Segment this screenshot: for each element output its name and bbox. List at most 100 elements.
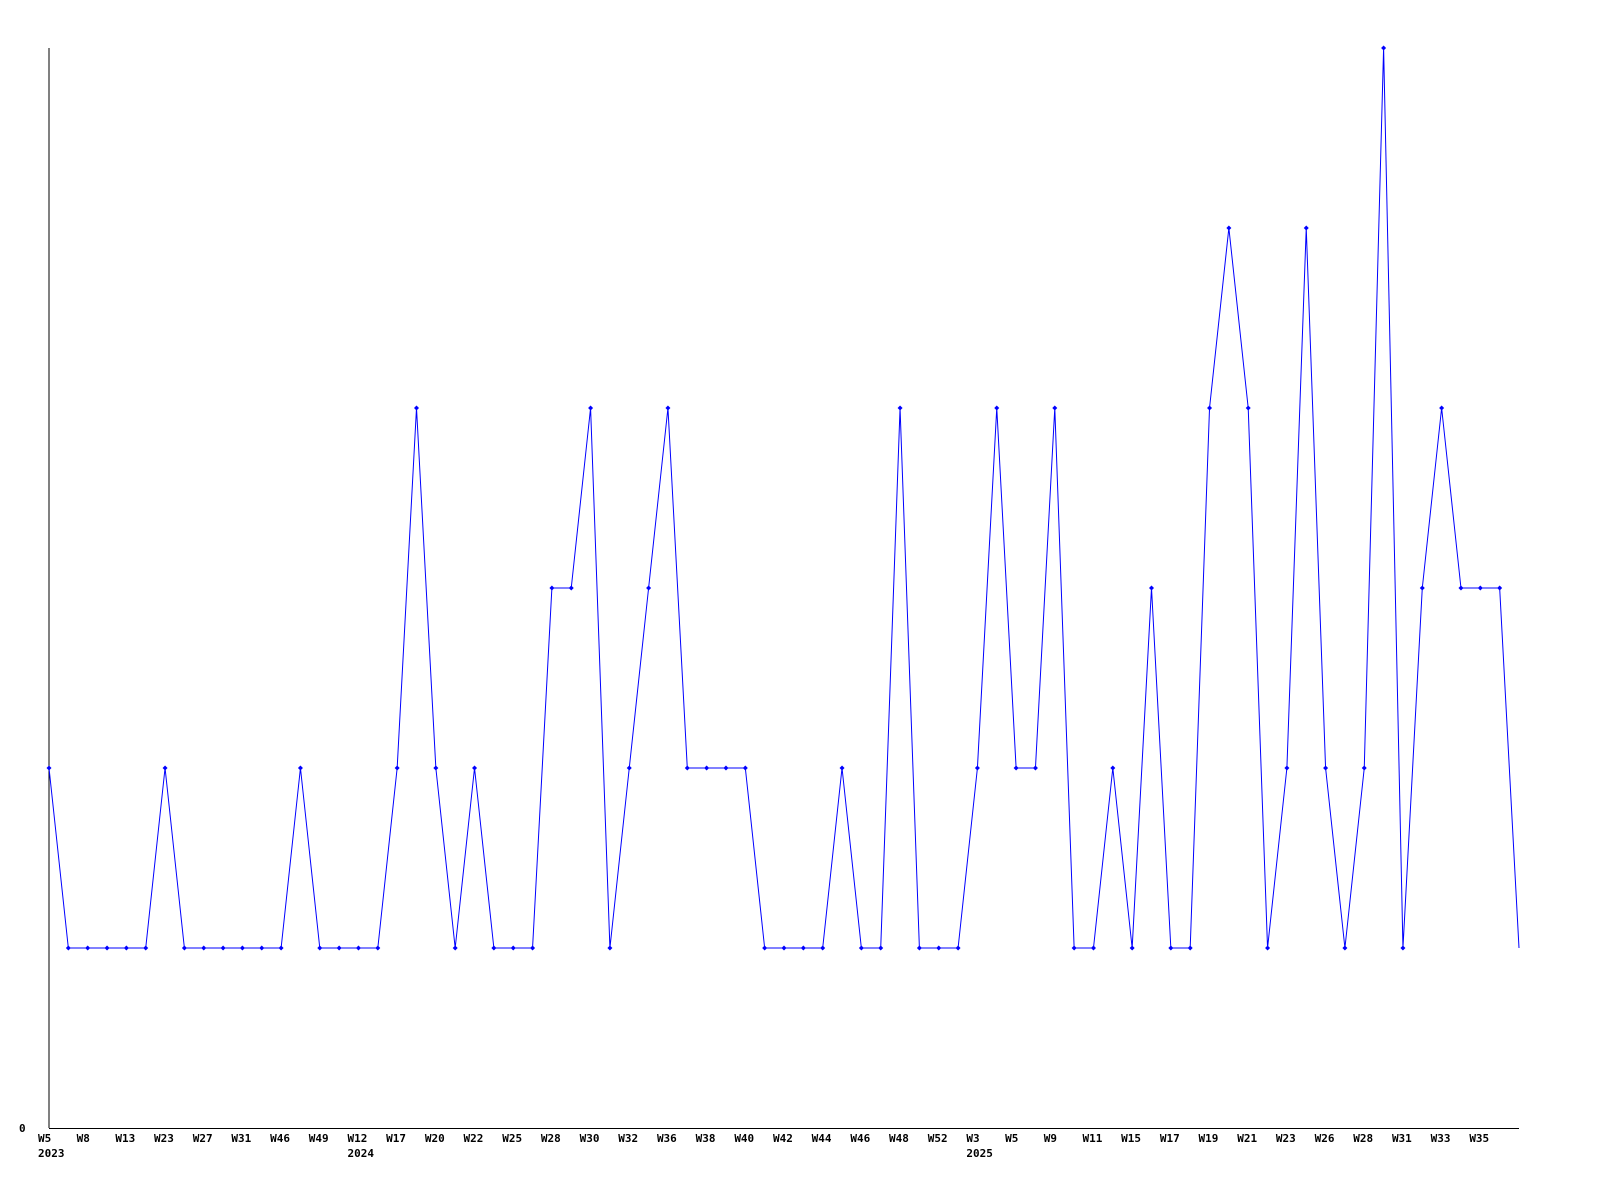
data-point	[626, 765, 632, 771]
x-tick-label: W20	[425, 1132, 445, 1145]
data-point	[839, 765, 845, 771]
x-tick-label: W27	[193, 1132, 213, 1145]
data-point	[239, 945, 245, 951]
data-point	[723, 765, 729, 771]
x-tick-label: W52	[928, 1132, 948, 1145]
data-point	[1032, 765, 1038, 771]
data-point	[1400, 945, 1406, 951]
data-point	[1284, 765, 1290, 771]
x-tick-label: W30	[580, 1132, 600, 1145]
data-point	[897, 405, 903, 411]
data-point	[1342, 945, 1348, 951]
data-point	[878, 945, 884, 951]
data-point	[85, 945, 91, 951]
data-point	[181, 945, 187, 951]
x-tick-label: W21	[1237, 1132, 1257, 1145]
data-point	[1245, 405, 1251, 411]
data-point	[704, 765, 710, 771]
data-point	[375, 945, 381, 951]
data-point	[1226, 225, 1232, 231]
data-point	[549, 585, 555, 591]
data-point	[1361, 765, 1367, 771]
x-tick-label: W17	[386, 1132, 406, 1145]
data-point	[1013, 765, 1019, 771]
data-point	[433, 765, 439, 771]
year-label: 2023	[38, 1147, 65, 1160]
data-point	[742, 765, 748, 771]
x-tick-label: W44	[812, 1132, 832, 1145]
x-tick-label: W3	[966, 1132, 979, 1145]
x-tick-label: W25	[502, 1132, 522, 1145]
x-tick-label: W32	[618, 1132, 638, 1145]
x-tick-label: W22	[464, 1132, 484, 1145]
data-point	[1090, 945, 1096, 951]
data-point	[510, 945, 516, 951]
x-tick-label: W33	[1431, 1132, 1451, 1145]
data-point	[1439, 405, 1445, 411]
data-point	[355, 945, 361, 951]
data-point	[916, 945, 922, 951]
x-tick-label: W31	[1392, 1132, 1412, 1145]
x-tick-label: W23	[154, 1132, 174, 1145]
x-tick-label: W5	[38, 1132, 51, 1145]
data-point	[143, 945, 149, 951]
data-point	[936, 945, 942, 951]
x-tick-label: W12	[347, 1132, 367, 1145]
x-tick-label: W19	[1199, 1132, 1219, 1145]
data-point	[820, 945, 826, 951]
data-point	[336, 945, 342, 951]
data-point	[1419, 585, 1425, 591]
x-tick-label: W48	[889, 1132, 909, 1145]
x-tick-label: W8	[77, 1132, 90, 1145]
year-label: 2024	[347, 1147, 374, 1160]
data-point	[1303, 225, 1309, 231]
x-tick-label: W49	[309, 1132, 329, 1145]
x-tick-label: W40	[734, 1132, 754, 1145]
x-tick-label: W42	[773, 1132, 793, 1145]
x-tick-label: W13	[115, 1132, 135, 1145]
data-point	[1477, 585, 1483, 591]
data-point	[46, 765, 52, 771]
y-tick-label: 0	[19, 1122, 26, 1135]
data-point	[1187, 945, 1193, 951]
data-point	[1149, 585, 1154, 591]
x-tick-label: W15	[1121, 1132, 1141, 1145]
data-point	[394, 765, 400, 771]
data-point	[607, 945, 613, 951]
x-tick-label: W5	[1005, 1132, 1018, 1145]
data-point	[104, 945, 110, 951]
data-point	[162, 765, 168, 771]
x-tick-label: W11	[1082, 1132, 1102, 1145]
x-tick-label: W46	[270, 1132, 290, 1145]
data-point	[1052, 405, 1058, 411]
axes	[48, 48, 1519, 1129]
data-point	[1071, 945, 1077, 951]
data-point	[491, 945, 497, 951]
data-point	[858, 945, 864, 951]
x-tick-label: W35	[1469, 1132, 1489, 1145]
x-tick-label: W28	[1353, 1132, 1373, 1145]
data-point	[1168, 945, 1174, 951]
x-tick-label: W46	[850, 1132, 870, 1145]
x-tick-label: W36	[657, 1132, 677, 1145]
data-point	[1265, 945, 1271, 951]
series	[46, 45, 1520, 951]
data-point	[588, 405, 594, 411]
data-point	[1323, 765, 1329, 771]
x-tick-label: W28	[541, 1132, 561, 1145]
data-point	[665, 405, 671, 411]
data-point	[65, 945, 71, 951]
x-tick-label: W26	[1315, 1132, 1335, 1145]
data-point	[762, 945, 768, 951]
data-point	[278, 945, 284, 951]
series-line	[48, 47, 1520, 949]
data-point	[974, 765, 980, 771]
data-point	[781, 945, 787, 951]
data-point	[1110, 765, 1116, 771]
data-point	[220, 945, 226, 951]
data-point	[994, 405, 1000, 411]
data-point	[800, 945, 806, 951]
x-tick-label: W23	[1276, 1132, 1296, 1145]
data-point	[297, 765, 303, 771]
data-point	[1207, 405, 1213, 411]
